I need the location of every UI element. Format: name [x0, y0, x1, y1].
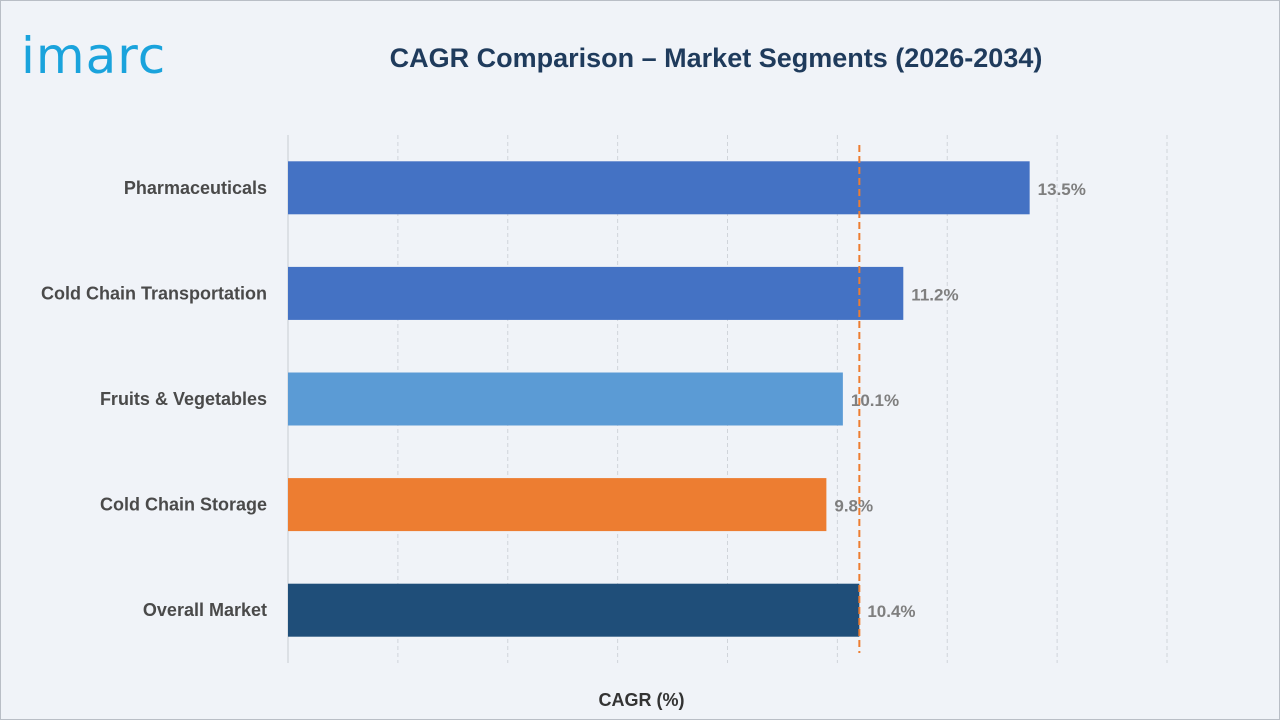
category-label: Pharmaceuticals	[124, 178, 267, 198]
x-axis-title: CAGR (%)	[599, 690, 685, 710]
category-label: Overall Market	[143, 600, 267, 620]
logo-text: imarc	[21, 27, 166, 85]
imarc-logo: imarc	[21, 27, 166, 85]
value-label: 11.2%	[911, 285, 958, 304]
category-label: Cold Chain Transportation	[41, 283, 267, 303]
chart-title: CAGR Comparison – Market Segments (2026-…	[389, 43, 1043, 73]
category-label: Fruits & Vegetables	[100, 389, 267, 409]
bar	[288, 478, 827, 532]
bar	[288, 161, 1030, 215]
value-label: 9.8%	[834, 497, 873, 516]
value-label: 10.1%	[851, 391, 899, 410]
bar	[288, 266, 904, 320]
value-label: 10.4%	[867, 602, 915, 621]
category-label: Cold Chain Storage	[100, 495, 267, 515]
bar	[288, 583, 860, 637]
bar	[288, 372, 843, 426]
value-label: 13.5%	[1038, 180, 1086, 199]
